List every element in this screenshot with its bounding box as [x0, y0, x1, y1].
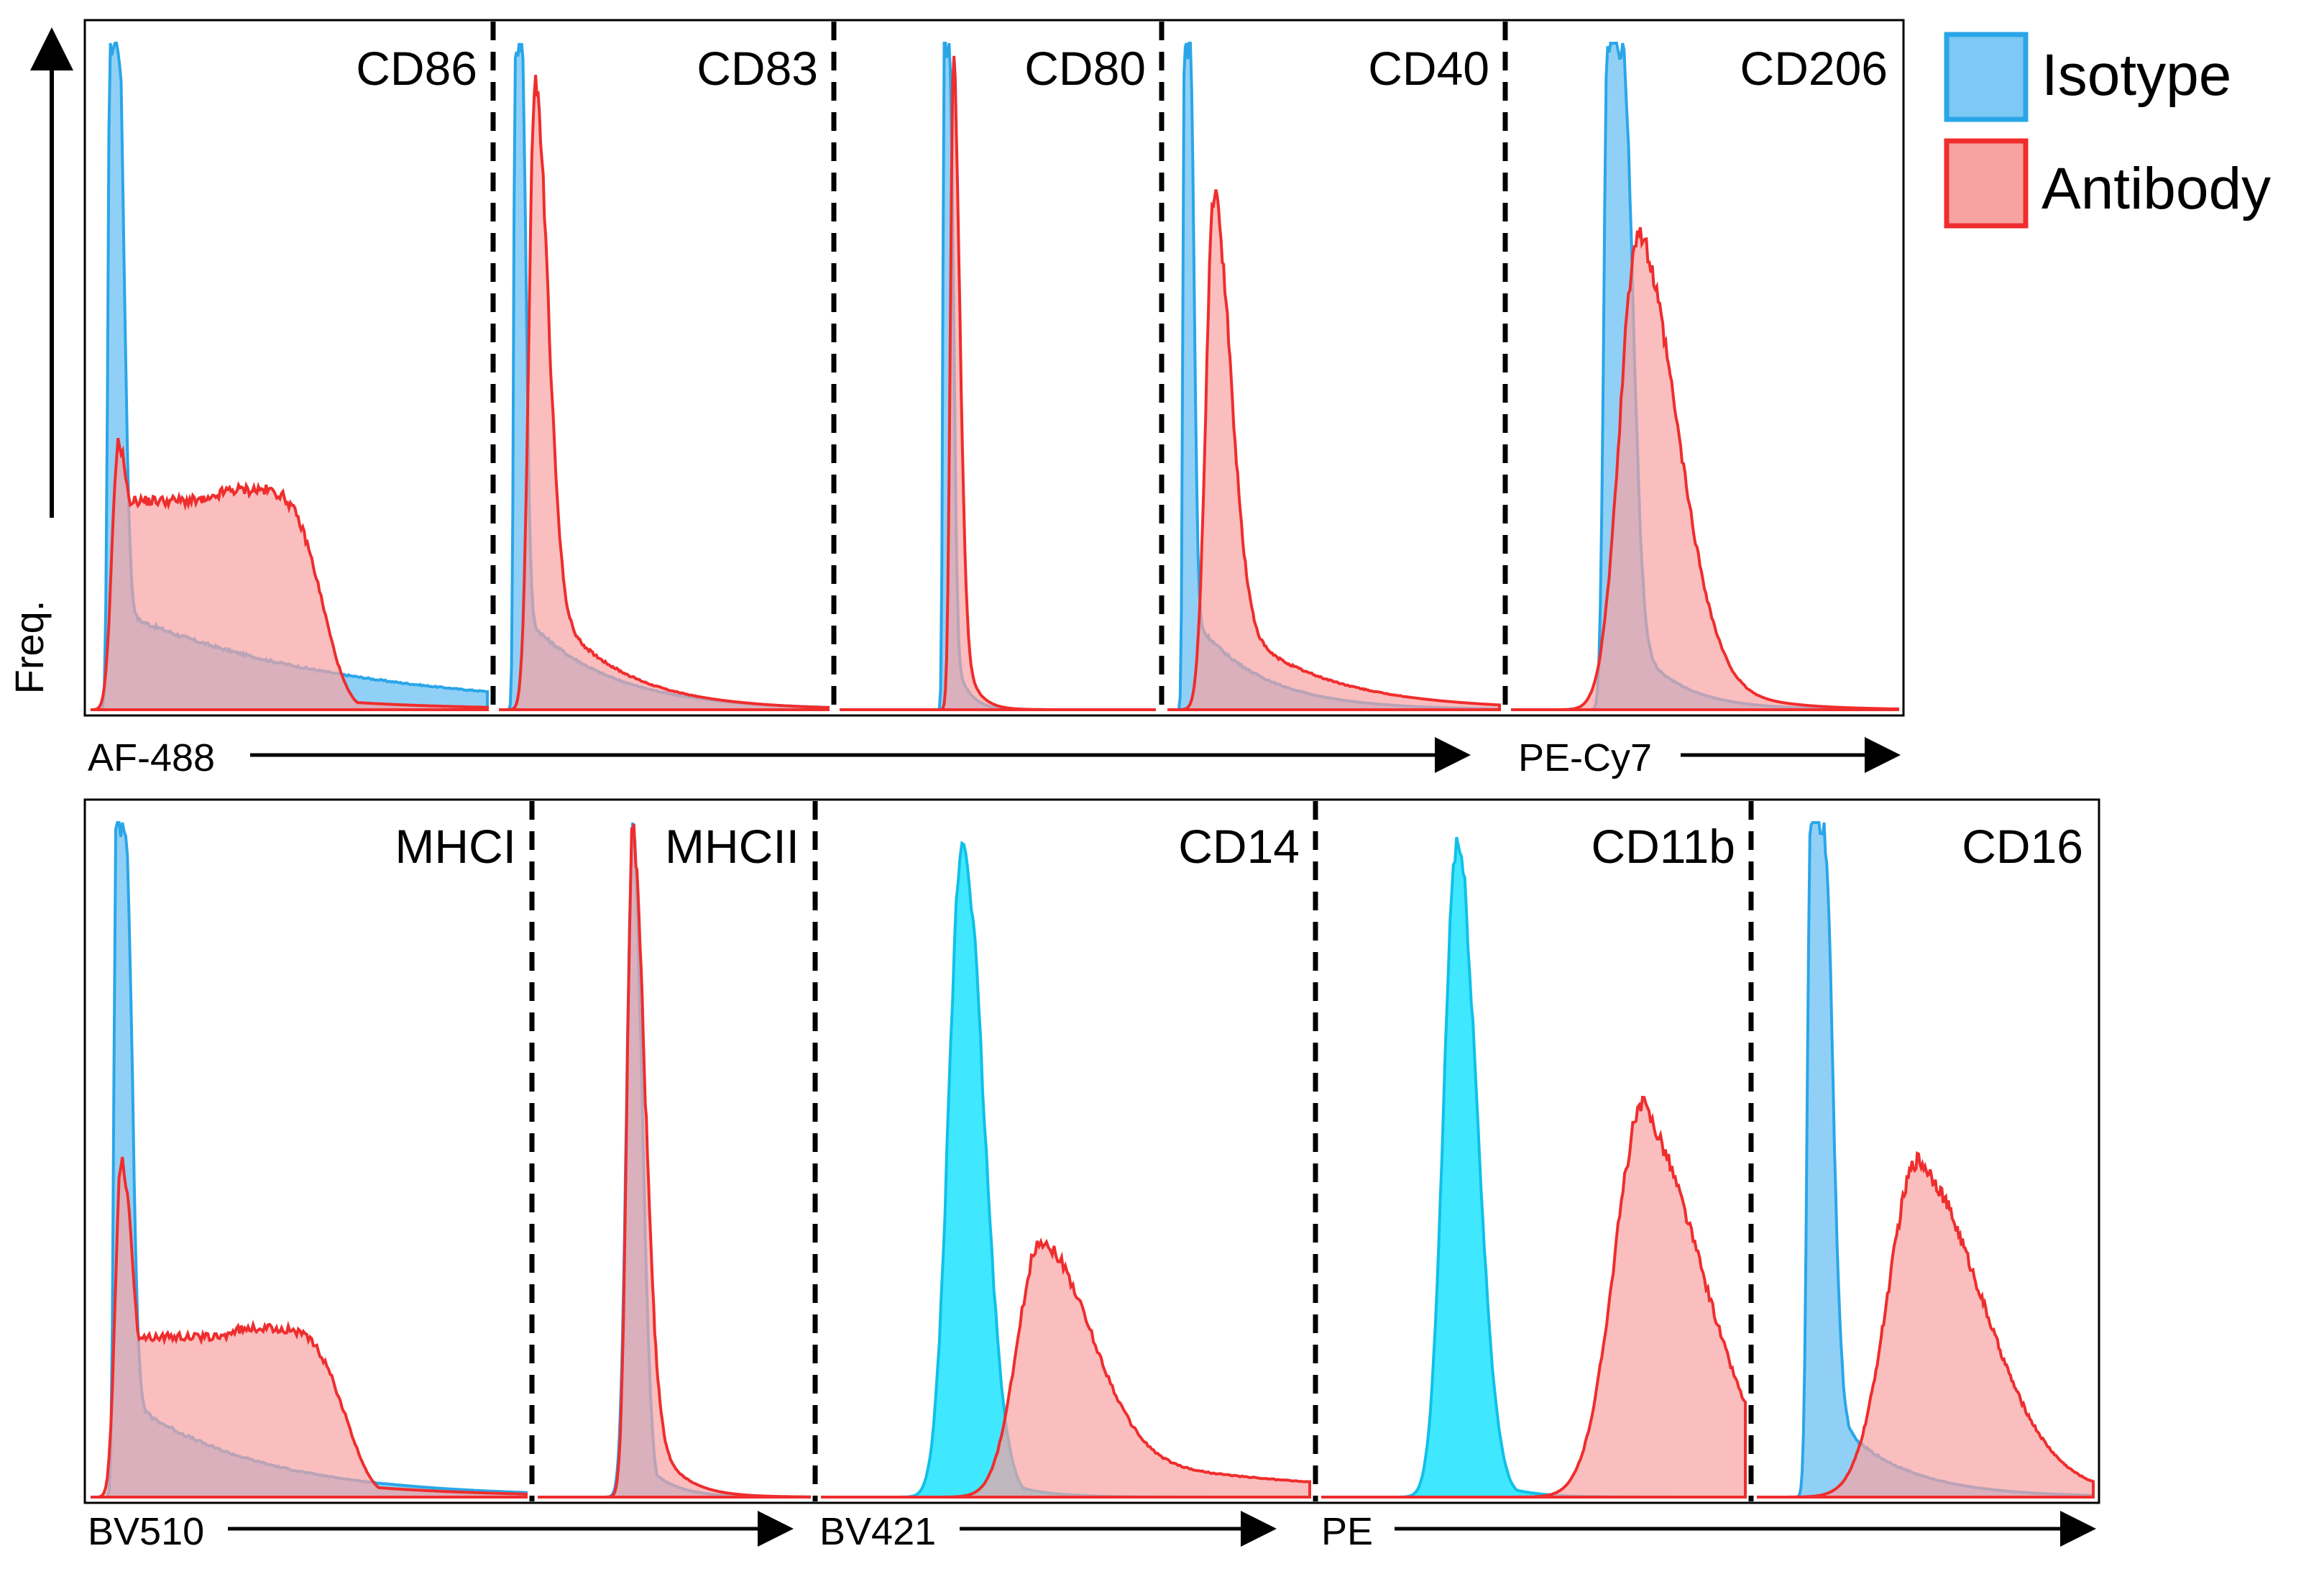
subplot-cd80: CD80 [840, 42, 1156, 711]
subplot-cd11b: CD11b [1321, 820, 1747, 1499]
legend-label-isotype: Isotype [2041, 42, 2231, 108]
antibody-histogram-mhci [91, 1156, 528, 1499]
marker-label-cd16: CD16 [1962, 820, 2083, 873]
antibody-histogram-cd83 [499, 74, 830, 711]
antibody-histogram-cd16 [1757, 1151, 2095, 1499]
y-axis: Freq. [6, 27, 73, 695]
antibody-histogram-cd11b [1321, 1095, 1747, 1499]
marker-label-cd40: CD40 [1368, 42, 1489, 95]
legend-label-antibody: Antibody [2041, 156, 2271, 221]
bottom-panel: MHCI MHCII CD14 CD11b CD16 BV510 BV421 PE [83, 798, 2100, 1553]
panel-frame [83, 19, 1905, 717]
subplot-mhcii: MHCII [538, 820, 811, 1499]
subplot-cd40: CD40 [1167, 42, 1501, 711]
y-axis-label: Freq. [6, 600, 52, 695]
marker-label-cd86: CD86 [356, 42, 477, 95]
marker-label-cd83: CD83 [697, 42, 818, 95]
subplot-cd16: CD16 [1757, 820, 2095, 1499]
subplot-cd206: CD206 [1511, 41, 1899, 711]
isotype-histogram-cd80 [840, 42, 1156, 711]
subplot-cd83: CD83 [499, 42, 830, 711]
top-panel: CD86 CD83 CD80 CD40 CD206 AF-488 PE-Cy7 [83, 19, 1905, 779]
antibody-histogram-mhcii [538, 823, 811, 1499]
channel-label-pe-cy7: PE-Cy7 [1518, 736, 1652, 779]
legend-swatch-isotype [1944, 32, 2029, 122]
channel-label-bv421: BV421 [819, 1510, 936, 1553]
marker-label-cd11b: CD11b [1591, 820, 1735, 873]
panel-frame [83, 798, 2100, 1504]
legend-swatch-antibody [1944, 138, 2029, 229]
isotype-histogram-mhcii [538, 822, 811, 1499]
channel-label-pe: PE [1321, 1510, 1373, 1553]
marker-label-mhcii: MHCII [665, 820, 799, 873]
channel-label-bv510: BV510 [88, 1510, 204, 1553]
subplot-mhci: MHCI [91, 820, 528, 1499]
subplot-cd86: CD86 [90, 42, 489, 711]
marker-label-cd206: CD206 [1740, 42, 1888, 95]
antibody-histogram-cd80 [840, 55, 1156, 711]
antibody-histogram-cd86 [90, 437, 489, 711]
marker-label-mhci: MHCI [395, 820, 516, 873]
subplot-cd14: CD14 [821, 820, 1311, 1499]
antibody-histogram-cd14 [821, 1238, 1311, 1499]
marker-label-cd80: CD80 [1024, 42, 1146, 95]
marker-label-cd14: CD14 [1178, 820, 1300, 873]
legend: Isotype Antibody [1944, 32, 2271, 229]
antibody-histogram-cd206 [1511, 227, 1899, 711]
channel-label-af-488: AF-488 [88, 736, 215, 779]
antibody-histogram-cd40 [1167, 189, 1501, 711]
